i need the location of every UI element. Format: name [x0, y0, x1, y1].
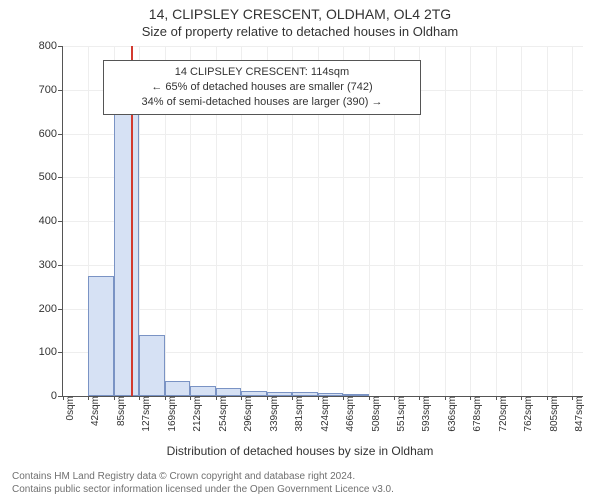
histogram-bar — [88, 276, 113, 396]
y-tick-label: 300 — [39, 259, 63, 271]
y-tick-label: 800 — [39, 40, 63, 52]
histogram-bar — [165, 381, 190, 396]
annotation-line2: ← 65% of detached houses are smaller (74… — [112, 80, 412, 95]
vgrid-line — [521, 46, 522, 396]
vgrid-line — [470, 46, 471, 396]
x-tick-mark — [419, 396, 420, 400]
x-tick-mark — [63, 396, 64, 400]
x-axis-label: Distribution of detached houses by size … — [0, 444, 600, 458]
x-tick-label: 127sqm — [135, 396, 152, 432]
x-tick-label: 169sqm — [161, 396, 178, 432]
x-tick-label: 508sqm — [365, 396, 382, 432]
x-tick-mark — [343, 396, 344, 400]
annotation-line3: 34% of semi-detached houses are larger (… — [112, 95, 412, 110]
x-tick-mark — [241, 396, 242, 400]
x-tick-mark — [394, 396, 395, 400]
x-tick-mark — [318, 396, 319, 400]
histogram-bar — [216, 388, 241, 396]
histogram-bar — [292, 392, 317, 396]
hgrid-line — [63, 265, 583, 266]
histogram-bar — [139, 335, 164, 396]
hgrid-line — [63, 46, 583, 47]
x-tick-label: 254sqm — [212, 396, 229, 432]
x-tick-label: 296sqm — [237, 396, 254, 432]
x-tick-label: 466sqm — [339, 396, 356, 432]
chart-plot-area: 0100200300400500600700800 0sqm42sqm85sqm… — [62, 46, 583, 397]
x-tick-mark — [139, 396, 140, 400]
x-tick-label: 339sqm — [263, 396, 280, 432]
x-tick-label: 381sqm — [288, 396, 305, 432]
x-tick-mark — [521, 396, 522, 400]
vgrid-line — [572, 46, 573, 396]
chart-title-line2: Size of property relative to detached ho… — [0, 24, 600, 39]
x-tick-mark — [267, 396, 268, 400]
x-tick-mark — [369, 396, 370, 400]
annotation-box: 14 CLIPSLEY CRESCENT: 114sqm ← 65% of de… — [103, 60, 421, 115]
x-tick-label: 551sqm — [390, 396, 407, 432]
hgrid-line — [63, 309, 583, 310]
y-tick-label: 600 — [39, 128, 63, 140]
vgrid-line — [88, 46, 89, 396]
y-tick-label: 700 — [39, 84, 63, 96]
x-tick-label: 762sqm — [517, 396, 534, 432]
vgrid-line — [496, 46, 497, 396]
x-tick-mark — [496, 396, 497, 400]
footer-line1: Contains HM Land Registry data © Crown c… — [12, 471, 588, 484]
x-tick-label: 42sqm — [84, 396, 101, 426]
x-tick-label: 0sqm — [59, 396, 76, 420]
x-tick-mark — [88, 396, 89, 400]
x-tick-mark — [292, 396, 293, 400]
histogram-bar — [114, 112, 139, 396]
histogram-bar — [318, 393, 343, 397]
x-tick-mark — [165, 396, 166, 400]
x-tick-label: 636sqm — [441, 396, 458, 432]
x-tick-mark — [470, 396, 471, 400]
histogram-bar — [343, 394, 368, 396]
x-tick-label: 593sqm — [415, 396, 432, 432]
x-tick-label: 424sqm — [314, 396, 331, 432]
hgrid-line — [63, 177, 583, 178]
chart-footer: Contains HM Land Registry data © Crown c… — [12, 471, 588, 496]
y-tick-label: 500 — [39, 171, 63, 183]
x-tick-mark — [190, 396, 191, 400]
x-tick-mark — [114, 396, 115, 400]
annotation-line1: 14 CLIPSLEY CRESCENT: 114sqm — [112, 65, 412, 80]
x-tick-label: 805sqm — [543, 396, 560, 432]
histogram-bar — [190, 386, 215, 396]
y-tick-label: 100 — [39, 346, 63, 358]
x-tick-label: 720sqm — [492, 396, 509, 432]
hgrid-line — [63, 134, 583, 135]
x-tick-mark — [445, 396, 446, 400]
vgrid-line — [445, 46, 446, 396]
histogram-bar — [267, 392, 292, 396]
x-tick-label: 847sqm — [568, 396, 585, 432]
x-tick-label: 212sqm — [186, 396, 203, 432]
y-tick-label: 400 — [39, 215, 63, 227]
hgrid-line — [63, 352, 583, 353]
x-tick-mark — [547, 396, 548, 400]
x-tick-mark — [216, 396, 217, 400]
y-tick-label: 0 — [51, 390, 63, 402]
hgrid-line — [63, 221, 583, 222]
vgrid-line — [547, 46, 548, 396]
histogram-bar — [241, 391, 266, 396]
x-tick-mark — [572, 396, 573, 400]
x-tick-label: 678sqm — [466, 396, 483, 432]
y-tick-label: 200 — [39, 303, 63, 315]
chart-title-line1: 14, CLIPSLEY CRESCENT, OLDHAM, OL4 2TG — [0, 6, 600, 22]
x-tick-label: 85sqm — [110, 396, 127, 426]
footer-line2: Contains public sector information licen… — [12, 484, 588, 497]
